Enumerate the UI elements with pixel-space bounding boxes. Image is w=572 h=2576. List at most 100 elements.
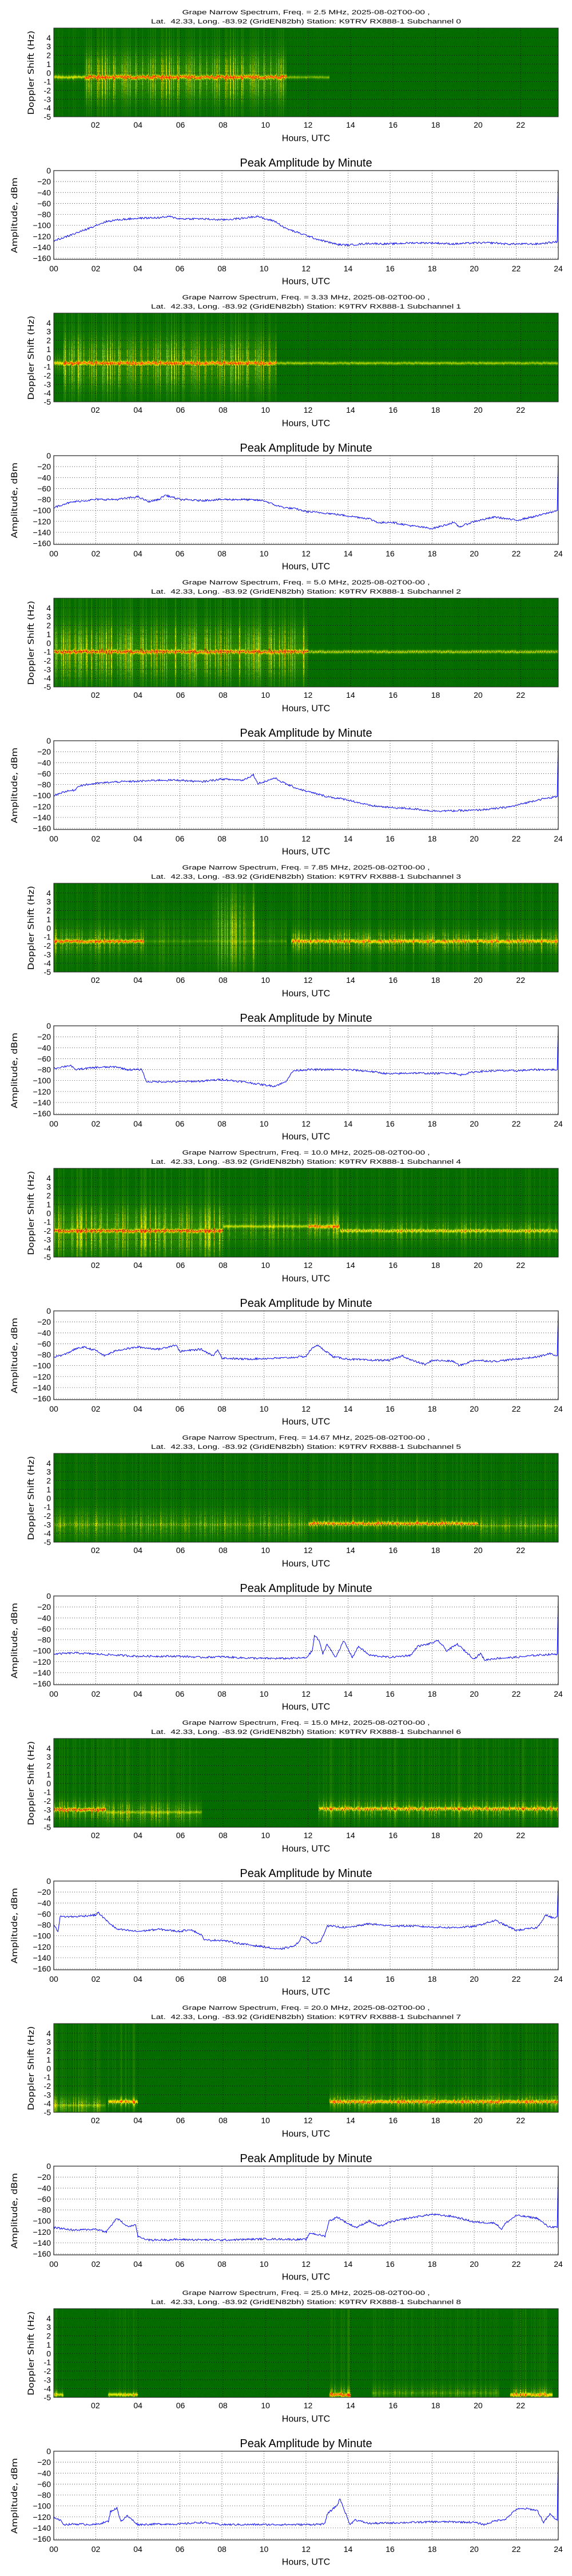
channel-panel-4: Grape Narrow Spectrum, Freq. = 10.0 MHz,… <box>10 1149 563 1427</box>
amplitude-x-tick-label: 08 <box>217 2259 227 2269</box>
spectrogram-x-tick-label: 16 <box>388 690 398 700</box>
amplitude-y-tick-label: −100 <box>33 506 51 515</box>
spectrogram-image <box>54 313 558 402</box>
spectrogram-frame <box>53 1453 559 1543</box>
amplitude-x-tick-label: 08 <box>217 2545 227 2554</box>
spectrogram-y-tick-label: -4 <box>44 104 51 113</box>
amplitude-line-series <box>53 170 559 247</box>
spectrogram-y-tick-label: 1 <box>46 2055 51 2064</box>
amplitude-frame <box>53 2451 559 2541</box>
amplitude-y-tick-label: −140 <box>33 243 51 252</box>
amplitude-x-tick-label: 00 <box>49 1974 58 1984</box>
amplitude-x-tick-label: 14 <box>344 1404 353 1413</box>
spectrogram-y-tick-label: 2 <box>46 336 51 345</box>
spectrogram-y-tick-label: 0 <box>46 353 51 362</box>
spectrogram-x-tick-label: 06 <box>176 1831 185 1840</box>
amplitude-x-tick-label: 00 <box>49 1404 58 1413</box>
spectrogram-y-tick-label: -1 <box>44 1788 51 1797</box>
amplitude-x-tick-label: 14 <box>344 834 353 843</box>
spectrogram-x-tick-label: 02 <box>91 405 100 414</box>
amplitude-y-tick-label: −160 <box>33 1964 51 1973</box>
spectrogram-x-tick-label: 14 <box>346 690 355 700</box>
amplitude-y-tick-label: −120 <box>33 1657 51 1666</box>
spectrogram-y-tick-label: 3 <box>46 327 51 336</box>
spectrogram-frame <box>53 2308 559 2398</box>
amplitude-x-tick-label: 18 <box>428 1404 437 1413</box>
amplitude-y-tick-label: −40 <box>37 2183 51 2192</box>
amplitude-y-axis-label: Amplitude, dBm <box>10 177 19 253</box>
spectrogram-y-tick-label: -3 <box>44 94 51 104</box>
amplitude-title: Peak Amplitude by Minute <box>240 1867 372 1880</box>
amplitude-y-axis-label: Amplitude, dBm <box>10 463 19 538</box>
amplitude-x-tick-label: 02 <box>92 1119 101 1128</box>
spectrogram-y-tick-label: -5 <box>44 2108 51 2117</box>
amplitude-x-axis-label: Hours, UTC <box>282 562 330 572</box>
amplitude-x-tick-label: 00 <box>49 2259 58 2269</box>
spectrogram-x-tick-label: 02 <box>91 2401 100 2410</box>
channel-panel-8: Grape Narrow Spectrum, Freq. = 25.0 MHz,… <box>10 2290 563 2567</box>
amplitude-x-tick-label: 04 <box>133 834 142 843</box>
spectrogram-x-tick-label: 06 <box>176 1261 185 1270</box>
amplitude-x-tick-label: 18 <box>428 834 437 843</box>
amplitude-y-tick-label: −160 <box>33 1394 51 1403</box>
spectrogram-x-tick-label: 04 <box>133 1546 142 1555</box>
amplitude-x-tick-label: 04 <box>133 549 142 558</box>
channel-panel-6: Grape Narrow Spectrum, Freq. = 15.0 MHz,… <box>10 1720 563 1997</box>
spectrogram-image <box>54 28 558 117</box>
spectrogram-y-tick-label: 4 <box>46 1744 51 1753</box>
amplitude-title: Peak Amplitude by Minute <box>240 1297 372 1310</box>
amplitude-y-axis-label: Amplitude, dBm <box>10 1033 19 1108</box>
spectrogram-x-tick-label: 04 <box>133 405 142 414</box>
amplitude-y-tick-label: −80 <box>37 210 51 219</box>
spectrogram-title-line-1: Grape Narrow Spectrum, Freq. = 15.0 MHz,… <box>182 1720 430 1726</box>
amplitude-x-tick-label: 02 <box>92 1404 101 1413</box>
spectrogram-y-tick-label: 1 <box>46 60 51 69</box>
spectrogram-y-tick-label: -4 <box>44 959 51 968</box>
spectrogram-frame <box>53 883 559 973</box>
channel-panel-0: Grape Narrow Spectrum, Freq. = 2.5 MHz, … <box>10 9 563 287</box>
spectrogram-x-tick-label: 18 <box>431 1546 440 1555</box>
spectrogram-y-axis-label: Doppler Shift (Hz) <box>27 1741 36 1826</box>
spectrogram-y-tick-label: 2 <box>46 51 51 60</box>
spectrogram-x-tick-label: 20 <box>474 405 483 414</box>
spectrogram-x-tick-label: 02 <box>91 690 100 700</box>
spectrogram-y-tick-label: -5 <box>44 967 51 977</box>
spectrogram-x-tick-label: 08 <box>219 2401 228 2410</box>
spectrogram-y-tick-label: 3 <box>46 897 51 906</box>
amplitude-x-tick-label: 24 <box>554 1974 563 1984</box>
amplitude-x-tick-label: 04 <box>133 1119 142 1128</box>
amplitude-y-tick-label: −140 <box>33 528 51 537</box>
spectrogram-title-line-1: Grape Narrow Spectrum, Freq. = 20.0 MHz,… <box>182 2005 430 2012</box>
channel-panel-2: Grape Narrow Spectrum, Freq. = 5.0 MHz, … <box>10 579 563 857</box>
amplitude-x-tick-label: 16 <box>386 834 395 843</box>
spectrogram-y-tick-label: 0 <box>46 923 51 933</box>
amplitude-y-tick-label: −20 <box>37 2172 51 2182</box>
amplitude-x-tick-label: 16 <box>386 2259 395 2269</box>
amplitude-y-tick-label: −120 <box>33 2227 51 2237</box>
amplitude-x-tick-label: 20 <box>470 1119 479 1128</box>
amplitude-y-tick-label: −20 <box>37 1602 51 1611</box>
spectrogram-x-tick-label: 08 <box>219 1261 228 1270</box>
spectrogram-title-line-1: Grape Narrow Spectrum, Freq. = 25.0 MHz,… <box>182 2290 430 2297</box>
amplitude-plot-area <box>54 1596 558 1685</box>
spectrogram-y-tick-label: 2 <box>46 2332 51 2341</box>
spectrogram-y-tick-label: 3 <box>46 2037 51 2046</box>
amplitude-x-tick-label: 00 <box>49 1689 58 1698</box>
spectrogram-x-axis-label: Hours, UTC <box>282 1274 330 1284</box>
spectrogram-y-tick-label: 0 <box>46 2349 51 2358</box>
spectrogram-x-tick-label: 04 <box>133 120 142 129</box>
spectrogram-x-tick-label: 20 <box>474 975 483 985</box>
amplitude-x-tick-label: 18 <box>428 264 437 273</box>
amplitude-x-tick-label: 10 <box>260 1404 269 1413</box>
spectrogram-x-tick-label: 22 <box>516 405 525 414</box>
amplitude-y-axis-label: Amplitude, dBm <box>10 748 19 823</box>
amplitude-y-tick-label: −40 <box>37 1328 51 1337</box>
amplitude-x-axis-label: Hours, UTC <box>282 277 330 287</box>
amplitude-y-tick-label: −100 <box>33 221 51 230</box>
spectrogram-x-tick-label: 10 <box>261 2401 270 2410</box>
amplitude-x-tick-label: 20 <box>470 834 479 843</box>
spectrogram-y-tick-label: 0 <box>46 638 51 647</box>
amplitude-x-tick-label: 12 <box>301 1119 311 1128</box>
spectrogram-x-tick-label: 14 <box>346 405 355 414</box>
spectrogram-x-tick-label: 18 <box>431 975 440 985</box>
